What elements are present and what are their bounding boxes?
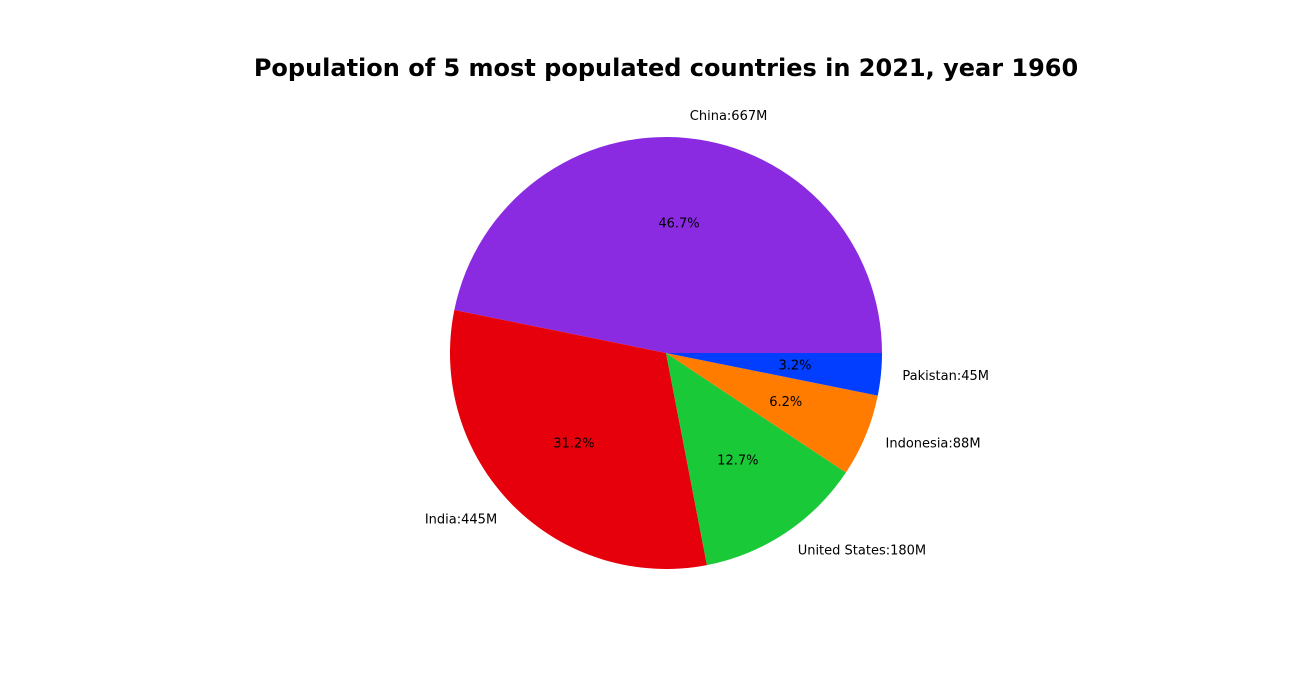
slice-percent-china: 46.7% xyxy=(658,217,699,232)
slice-label-pakistan: Pakistan:45M xyxy=(902,369,989,384)
slice-percent-india: 31.2% xyxy=(553,437,594,452)
slice-label-united-states: United States:180M xyxy=(798,543,926,558)
pie-slice-indonesia xyxy=(666,353,878,473)
pie-slice-united-states xyxy=(666,353,846,566)
slice-percent-united-states: 12.7% xyxy=(717,453,758,468)
pie-outer-labels: China:667M India:445M United States:180M In… xyxy=(425,109,989,558)
slice-percent-pakistan: 3.2% xyxy=(778,358,811,373)
pie-slices xyxy=(449,136,882,569)
pie-slice-india xyxy=(449,309,707,569)
slice-label-india: India:445M xyxy=(425,513,497,528)
slice-percent-indonesia: 6.2% xyxy=(769,395,802,410)
slice-label-indonesia: Indonesia:88M xyxy=(886,436,981,451)
chart-title: Population of 5 most populated countries… xyxy=(254,54,1078,82)
pie-slice-china xyxy=(454,136,882,353)
pie-slice-pakistan xyxy=(666,353,882,396)
pie-percent-labels: 46.7% 31.2% 12.7% 6.2% 3.2% xyxy=(553,217,811,469)
slice-label-china: China:667M xyxy=(690,109,768,124)
